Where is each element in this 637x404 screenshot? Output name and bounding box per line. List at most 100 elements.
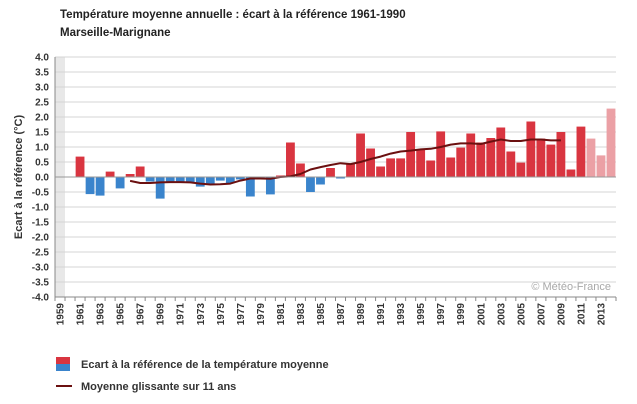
bar-1988 (346, 163, 355, 177)
x-tick-label: 2013 (597, 303, 608, 326)
bar-1966 (125, 174, 135, 177)
bar-1996 (426, 160, 436, 177)
bar-1980 (265, 177, 275, 195)
bar-2000 (466, 133, 476, 177)
bar-1997 (436, 131, 446, 177)
x-tick-label: 2005 (516, 303, 527, 326)
y-tick-label: -3.0 (32, 263, 50, 274)
bar-2004 (506, 151, 516, 177)
bar-1972 (185, 177, 195, 183)
y-tick-label: 0.0 (35, 173, 49, 184)
bar-1994 (406, 132, 416, 177)
x-tick-label: 1987 (336, 303, 347, 326)
x-tick-label: 1959 (56, 303, 67, 326)
bar-1990 (366, 148, 375, 177)
x-tick-label: 1993 (396, 303, 407, 326)
bar-1962 (85, 177, 95, 195)
y-tick-label: 0.5 (35, 158, 49, 169)
legend-label-anomaly: Ecart à la référence de la température m… (81, 359, 329, 371)
moving-average-line (129, 138, 561, 186)
legend-swatch-positive (56, 357, 70, 364)
bar-1974 (205, 177, 215, 184)
bar-1973 (195, 177, 205, 187)
x-tick-label: 1997 (436, 303, 447, 326)
bar-1969 (155, 177, 165, 199)
bar-1978 (245, 177, 255, 197)
bar-1970 (165, 177, 175, 182)
x-tick-label: 1971 (176, 303, 187, 326)
bar-1967 (135, 166, 145, 177)
y-tick-label: -4.0 (32, 293, 50, 304)
bar-1987 (336, 177, 345, 179)
chart-subtitle: Marseille-Marignane (60, 27, 171, 39)
y-tick-label: -2.5 (32, 248, 50, 259)
y-axis-label: Ecart à la référence (°C) (13, 115, 25, 240)
bar-1983 (296, 163, 305, 177)
y-tick-label: 4.0 (35, 53, 49, 64)
moving-average (129, 138, 561, 186)
x-tick-label: 2003 (496, 303, 507, 326)
bar-2006 (526, 121, 536, 177)
bar-1968 (145, 177, 155, 182)
bar-2002 (486, 138, 496, 177)
bar-1971 (175, 177, 185, 183)
bar-1995 (416, 150, 426, 177)
bar-2001 (476, 142, 486, 177)
x-tick-labels: 1959 1961 1963 1965 1967 1969 1971 1973 1975 1977… (56, 303, 608, 326)
y-tick-label: -3.5 (32, 278, 50, 289)
bar-2012 (586, 138, 596, 177)
y-tick-label: 1.0 (35, 143, 49, 154)
x-tick-label: 1991 (376, 303, 387, 326)
x-tick-label: 1977 (236, 303, 247, 326)
bar-1964 (105, 171, 115, 177)
bar-2003 (496, 127, 506, 177)
bar-2010 (566, 169, 576, 177)
x-tick-label: 2009 (556, 303, 567, 326)
x-tick-label: 1989 (356, 303, 367, 326)
x-tick-label: 1969 (156, 303, 167, 326)
x-tick-label: 2011 (576, 303, 587, 325)
y-tick-label: 3.5 (35, 68, 49, 79)
x-tick-label: 2007 (536, 303, 547, 326)
bar-2007 (536, 138, 546, 177)
bar-2011 (576, 126, 586, 177)
bar-2013 (596, 155, 606, 177)
x-tick-label: 1965 (116, 303, 127, 326)
y-tick-label: -1.0 (32, 203, 50, 214)
y-tick-labels: 4.0 3.5 3.0 2.5 2.0 1.5 1.0 0.5 0.0 -0.5 -1.0 -1.5 -… (32, 53, 50, 304)
y-tick-label: 3.0 (35, 83, 49, 94)
bar-2005 (516, 162, 526, 177)
y-tick-label: 2.5 (35, 98, 49, 109)
bar-1993 (396, 158, 406, 177)
x-tick-label: 2001 (476, 303, 487, 326)
bars (75, 108, 616, 199)
bar-1977 (235, 177, 245, 180)
x-tick-label: 1973 (196, 303, 207, 326)
x-tick-label: 1999 (456, 303, 467, 326)
legend-swatch-negative (56, 364, 70, 371)
bar-1976 (225, 177, 235, 183)
x-tick-label: 1961 (76, 303, 87, 326)
y-tick-label: -2.0 (32, 233, 50, 244)
y-tick-label: -0.5 (32, 188, 50, 199)
x-tick-label: 1967 (136, 303, 147, 326)
x-tick-label: 1995 (416, 303, 427, 326)
legend-bar-swatch (56, 357, 70, 371)
bar-1982 (286, 142, 295, 177)
legend: Ecart à la référence de la température m… (56, 357, 329, 393)
bar-1965 (115, 177, 125, 189)
x-tick-label: 1975 (216, 303, 227, 326)
chart-title: Température moyenne annuelle : écart à l… (60, 9, 406, 21)
bar-2014 (606, 108, 616, 177)
grid (55, 56, 616, 298)
x-tick-label: 1963 (96, 303, 107, 326)
y-tick-label: 2.0 (35, 113, 49, 124)
y-tick-label: -1.5 (32, 218, 50, 229)
bar-1991 (376, 166, 385, 177)
x-tick-label: 1985 (316, 303, 327, 326)
bar-1961 (75, 156, 85, 177)
bar-1975 (215, 177, 225, 181)
bar-2009 (556, 132, 566, 177)
x-tick-label: 1981 (276, 303, 287, 326)
